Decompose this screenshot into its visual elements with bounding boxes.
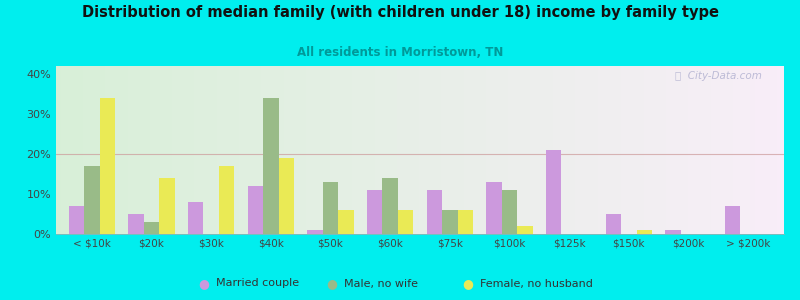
Text: ●: ● (462, 277, 474, 290)
Bar (278, 158, 294, 234)
Bar (188, 202, 203, 234)
Bar (486, 182, 502, 234)
Text: Married couple: Married couple (216, 278, 299, 289)
Bar (518, 226, 533, 234)
Bar (398, 210, 414, 234)
Bar (725, 206, 741, 234)
Bar (128, 214, 144, 234)
Bar (99, 98, 115, 234)
Text: ●: ● (198, 277, 210, 290)
Text: Male, no wife: Male, no wife (344, 278, 418, 289)
Bar (426, 190, 442, 234)
Bar (144, 222, 159, 234)
Bar (637, 230, 652, 234)
Bar (69, 206, 84, 234)
Bar (458, 210, 473, 234)
Bar (367, 190, 382, 234)
Bar (502, 190, 518, 234)
Bar (263, 98, 278, 234)
Bar (322, 182, 338, 234)
Bar (307, 230, 322, 234)
Bar (606, 214, 621, 234)
Bar (219, 166, 234, 234)
Text: Distribution of median family (with children under 18) income by family type: Distribution of median family (with chil… (82, 4, 718, 20)
Bar (546, 150, 562, 234)
Bar (159, 178, 174, 234)
Bar (247, 186, 263, 234)
Bar (84, 166, 99, 234)
Bar (442, 210, 458, 234)
Text: Female, no husband: Female, no husband (480, 278, 593, 289)
Bar (338, 210, 354, 234)
Bar (382, 178, 398, 234)
Text: ⓘ  City-Data.com: ⓘ City-Data.com (675, 71, 762, 81)
Bar (666, 230, 681, 234)
Text: All residents in Morristown, TN: All residents in Morristown, TN (297, 46, 503, 59)
Text: ●: ● (326, 277, 338, 290)
